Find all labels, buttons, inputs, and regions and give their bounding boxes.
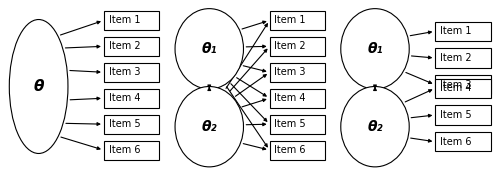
FancyBboxPatch shape — [436, 79, 490, 98]
FancyBboxPatch shape — [270, 115, 325, 134]
Text: θ: θ — [34, 79, 44, 94]
FancyBboxPatch shape — [270, 63, 325, 82]
FancyBboxPatch shape — [104, 115, 159, 134]
Text: Item 5: Item 5 — [440, 110, 472, 120]
Text: Item 1: Item 1 — [440, 26, 472, 36]
Text: Item 1: Item 1 — [108, 15, 140, 25]
Text: θ₁: θ₁ — [202, 42, 217, 56]
FancyBboxPatch shape — [436, 22, 490, 41]
Ellipse shape — [341, 9, 409, 89]
Text: θ₁: θ₁ — [367, 42, 383, 56]
FancyBboxPatch shape — [104, 89, 159, 108]
Text: Item 3: Item 3 — [274, 67, 306, 77]
Ellipse shape — [175, 86, 244, 167]
Text: Item 3: Item 3 — [440, 80, 472, 90]
FancyBboxPatch shape — [270, 89, 325, 108]
FancyBboxPatch shape — [104, 63, 159, 82]
Text: Item 6: Item 6 — [274, 145, 306, 155]
FancyBboxPatch shape — [104, 11, 159, 30]
FancyBboxPatch shape — [436, 132, 490, 151]
Ellipse shape — [175, 9, 244, 89]
FancyBboxPatch shape — [270, 37, 325, 56]
Text: Item 2: Item 2 — [440, 53, 472, 63]
Text: Item 6: Item 6 — [440, 137, 472, 147]
Text: Item 4: Item 4 — [440, 83, 472, 93]
FancyBboxPatch shape — [104, 37, 159, 56]
FancyBboxPatch shape — [270, 140, 325, 160]
FancyBboxPatch shape — [270, 11, 325, 30]
FancyBboxPatch shape — [104, 140, 159, 160]
Ellipse shape — [341, 86, 409, 167]
FancyBboxPatch shape — [436, 48, 490, 68]
Text: Item 2: Item 2 — [108, 41, 140, 51]
Text: Item 4: Item 4 — [108, 93, 140, 103]
Text: θ₂: θ₂ — [202, 120, 217, 134]
Text: Item 5: Item 5 — [108, 119, 140, 129]
Text: Item 4: Item 4 — [274, 93, 306, 103]
FancyBboxPatch shape — [436, 75, 490, 94]
Text: θ₂: θ₂ — [367, 120, 383, 134]
FancyBboxPatch shape — [436, 105, 490, 125]
Text: Item 6: Item 6 — [108, 145, 140, 155]
Text: Item 5: Item 5 — [274, 119, 306, 129]
Text: Item 2: Item 2 — [274, 41, 306, 51]
Text: Item 3: Item 3 — [108, 67, 140, 77]
Text: Item 1: Item 1 — [274, 15, 306, 25]
Ellipse shape — [10, 20, 68, 153]
